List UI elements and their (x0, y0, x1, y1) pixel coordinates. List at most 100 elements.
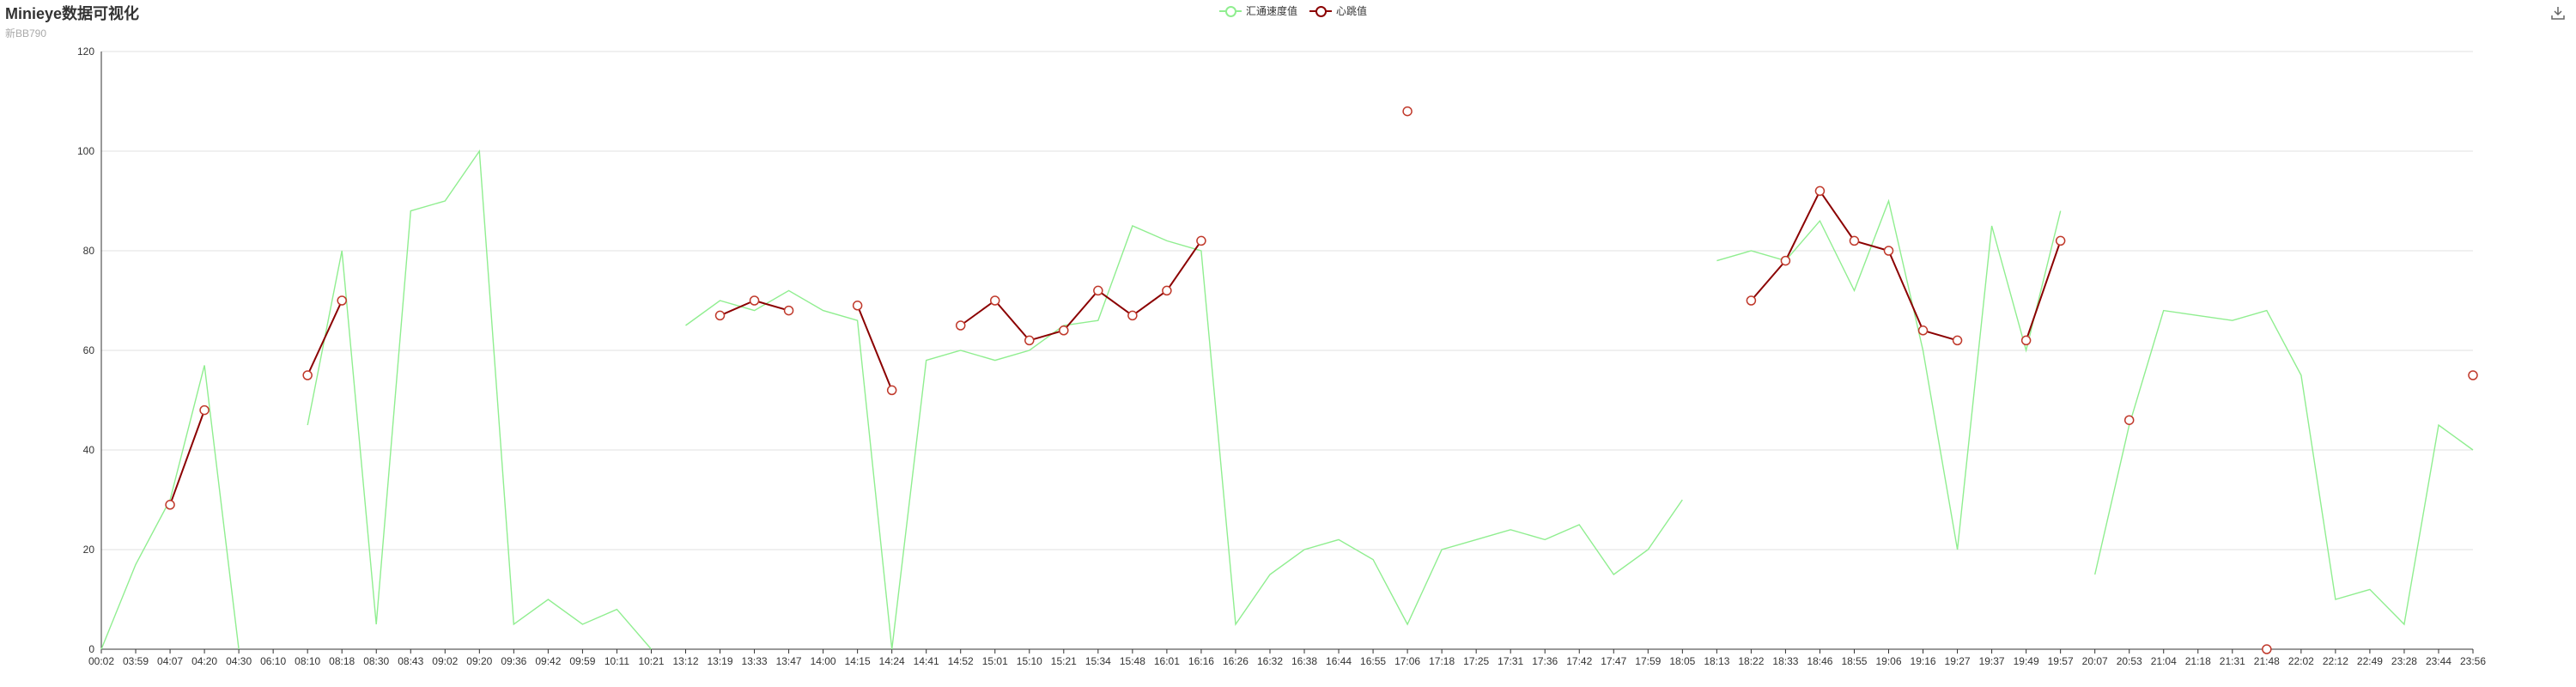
x-tick-label: 14:15 (845, 655, 871, 667)
x-tick-label: 18:22 (1738, 655, 1764, 667)
y-tick-label: 120 (77, 46, 94, 58)
data-point-heartbeat[interactable] (1917, 325, 1929, 336)
x-tick-label: 14:52 (948, 655, 974, 667)
series-segment-heartbeat (2025, 240, 2062, 341)
x-tick-label: 17:36 (1532, 655, 1558, 667)
series-segment-heartbeat (1819, 190, 1856, 241)
x-tick-label: 17:06 (1394, 655, 1420, 667)
data-point-heartbeat[interactable] (302, 370, 313, 380)
legend-label-speed: 汇通速度值 (1246, 5, 1298, 17)
data-point-heartbeat[interactable] (2468, 370, 2478, 380)
x-tick-label: 15:34 (1085, 655, 1111, 667)
data-point-heartbeat[interactable] (199, 404, 210, 416)
data-point-heartbeat[interactable] (1952, 335, 1963, 346)
x-tick-label: 00:02 (88, 655, 114, 667)
series-segment-heartbeat (754, 300, 789, 312)
x-tick-label: 15:21 (1051, 655, 1077, 667)
x-tick-label: 21:48 (2254, 655, 2280, 667)
x-tick-label: 17:47 (1601, 655, 1626, 667)
data-point-heartbeat[interactable] (1402, 106, 1413, 117)
x-tick-label: 23:56 (2460, 655, 2486, 667)
x-tick-label: 22:02 (2288, 655, 2314, 667)
x-tick-label: 15:01 (982, 655, 1008, 667)
data-point-heartbeat[interactable] (749, 295, 760, 306)
x-tick-label: 14:00 (811, 655, 836, 667)
x-tick-label: 19:16 (1911, 655, 1936, 667)
x-tick-label: 08:43 (398, 655, 423, 667)
x-tick-label: 16:44 (1326, 655, 1352, 667)
data-point-heartbeat[interactable] (337, 295, 347, 306)
data-point-heartbeat[interactable] (2123, 415, 2135, 425)
legend-swatch-heartbeat (1309, 5, 1333, 17)
series-segment-heartbeat (1854, 240, 1889, 252)
y-tick-label: 80 (83, 245, 95, 257)
series-segment-heartbeat (1097, 289, 1133, 317)
x-tick-label: 14:24 (879, 655, 905, 667)
data-point-heartbeat[interactable] (1849, 235, 1860, 246)
data-point-heartbeat[interactable] (1127, 310, 1138, 321)
data-point-heartbeat[interactable] (2262, 644, 2272, 654)
x-tick-label: 14:41 (914, 655, 939, 667)
series-segment-heartbeat (1063, 289, 1099, 331)
x-tick-label: 03:59 (123, 655, 149, 667)
x-tick-label: 21:18 (2185, 655, 2211, 667)
series-segment-heartbeat (1887, 250, 1924, 331)
x-tick-label: 13:33 (742, 655, 768, 667)
legend-item-heartbeat[interactable]: 心跳值 (1309, 3, 1367, 18)
legend-item-speed[interactable]: 汇通速度值 (1219, 3, 1297, 18)
x-tick-label: 15:48 (1120, 655, 1145, 667)
data-point-heartbeat[interactable] (165, 500, 175, 510)
y-tick-label: 20 (83, 544, 95, 556)
x-tick-label: 19:57 (2048, 655, 2074, 667)
y-tick-label: 0 (88, 643, 94, 655)
x-tick-label: 20:07 (2082, 655, 2108, 667)
series-segment-heartbeat (1750, 259, 1787, 301)
x-tick-label: 08:30 (363, 655, 389, 667)
x-tick-label: 20:53 (2117, 655, 2142, 667)
y-tick-label: 60 (83, 344, 95, 356)
series-segment-heartbeat (1166, 240, 1202, 291)
x-tick-label: 16:16 (1188, 655, 1214, 667)
download-icon[interactable] (2550, 5, 2566, 21)
x-tick-label: 18:46 (1807, 655, 1832, 667)
data-point-heartbeat[interactable] (1162, 285, 1172, 296)
data-point-heartbeat[interactable] (1059, 325, 1069, 336)
data-point-heartbeat[interactable] (783, 305, 794, 316)
data-point-heartbeat[interactable] (1196, 235, 1206, 246)
data-point-heartbeat[interactable] (2020, 335, 2032, 346)
x-tick-label: 08:18 (329, 655, 355, 667)
series-segment-heartbeat (1784, 190, 1821, 262)
data-point-heartbeat[interactable] (1883, 246, 1894, 256)
data-point-heartbeat[interactable] (1780, 255, 1791, 266)
y-tick-label: 40 (83, 444, 95, 456)
x-tick-label: 09:42 (535, 655, 561, 667)
data-point-heartbeat[interactable] (714, 310, 726, 321)
x-tick-label: 13:19 (708, 655, 733, 667)
data-point-heartbeat[interactable] (852, 301, 863, 311)
data-point-heartbeat[interactable] (955, 320, 966, 331)
data-point-heartbeat[interactable] (1746, 295, 1757, 306)
series-segment-heartbeat (169, 410, 206, 506)
data-point-heartbeat[interactable] (2055, 235, 2066, 246)
x-tick-label: 19:06 (1875, 655, 1901, 667)
x-tick-label: 04:20 (191, 655, 217, 667)
data-point-heartbeat[interactable] (1814, 185, 1826, 197)
series-segment-heartbeat (720, 300, 755, 317)
data-point-heartbeat[interactable] (886, 385, 897, 396)
data-point-heartbeat[interactable] (1093, 285, 1103, 296)
x-tick-label: 19:37 (1979, 655, 2005, 667)
x-tick-label: 18:05 (1669, 655, 1695, 667)
x-tick-label: 16:32 (1257, 655, 1283, 667)
x-tick-label: 09:36 (501, 655, 526, 667)
data-point-heartbeat[interactable] (990, 295, 1000, 306)
x-tick-label: 18:55 (1841, 655, 1867, 667)
x-tick-label: 17:42 (1566, 655, 1592, 667)
x-tick-label: 09:20 (466, 655, 492, 667)
x-tick-label: 09:02 (432, 655, 458, 667)
legend-swatch-speed (1219, 5, 1242, 17)
x-tick-label: 19:49 (2014, 655, 2039, 667)
x-tick-label: 16:26 (1223, 655, 1249, 667)
x-tick-label: 13:12 (672, 655, 698, 667)
x-tick-label: 04:30 (226, 655, 252, 667)
data-point-heartbeat[interactable] (1024, 335, 1035, 346)
